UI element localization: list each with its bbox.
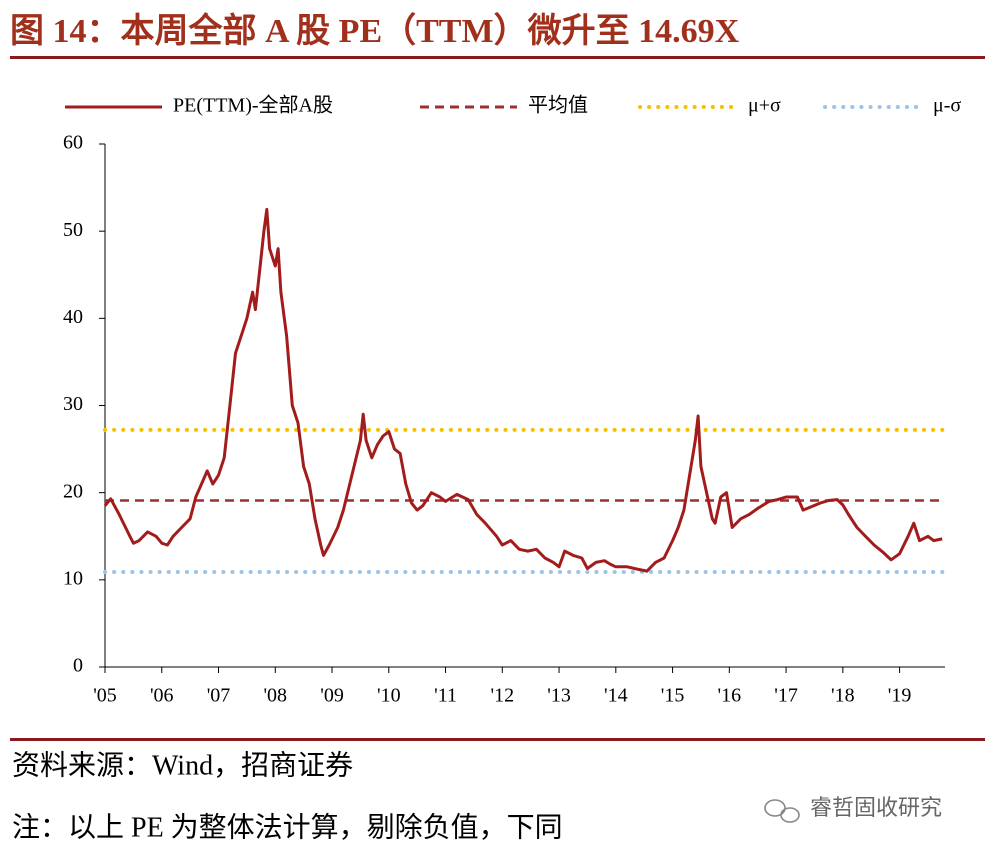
y-tick-label: 20 xyxy=(63,480,83,502)
x-tick-label: '10 xyxy=(377,685,401,707)
legend-label: 平均值 xyxy=(528,94,588,117)
x-tick-label: '14 xyxy=(604,685,628,707)
y-tick-label: 60 xyxy=(63,132,83,154)
note: 注：以上 PE 为整体法计算，剔除负值，下同 xyxy=(12,811,563,843)
y-tick-label: 30 xyxy=(63,393,83,415)
x-tick-label: '11 xyxy=(434,685,457,707)
x-tick-label: '17 xyxy=(774,685,798,707)
x-tick-label: '06 xyxy=(150,685,174,707)
y-tick-label: 0 xyxy=(73,655,83,677)
x-tick-label: '12 xyxy=(490,685,514,707)
x-tick-label: '09 xyxy=(320,685,344,707)
y-tick-label: 10 xyxy=(63,567,83,589)
x-tick-label: '18 xyxy=(831,685,855,707)
footer-rule xyxy=(10,738,985,741)
watermark: 睿哲固收研究 xyxy=(810,795,942,820)
x-tick-label: '08 xyxy=(263,685,287,707)
watermark-icon xyxy=(764,799,800,823)
y-tick-label: 40 xyxy=(63,306,83,328)
title-rule xyxy=(10,56,985,59)
chart-title: 图 14：本周全部 A 股 PE（TTM）微升至 14.69X xyxy=(10,11,740,50)
x-tick-label: '16 xyxy=(718,685,742,707)
y-tick-label: 50 xyxy=(63,219,83,241)
legend-label: μ-σ xyxy=(933,95,961,117)
legend-label: μ+σ xyxy=(748,95,781,117)
x-tick-label: '05 xyxy=(93,685,117,707)
x-tick-label: '15 xyxy=(661,685,685,707)
x-tick-label: '13 xyxy=(547,685,571,707)
legend-label: PE(TTM)-全部A股 xyxy=(173,94,333,117)
data-line xyxy=(103,207,943,573)
x-tick-label: '19 xyxy=(888,685,912,707)
x-tick-label: '07 xyxy=(207,685,231,707)
source: 资料来源：Wind，招商证券 xyxy=(12,749,353,781)
